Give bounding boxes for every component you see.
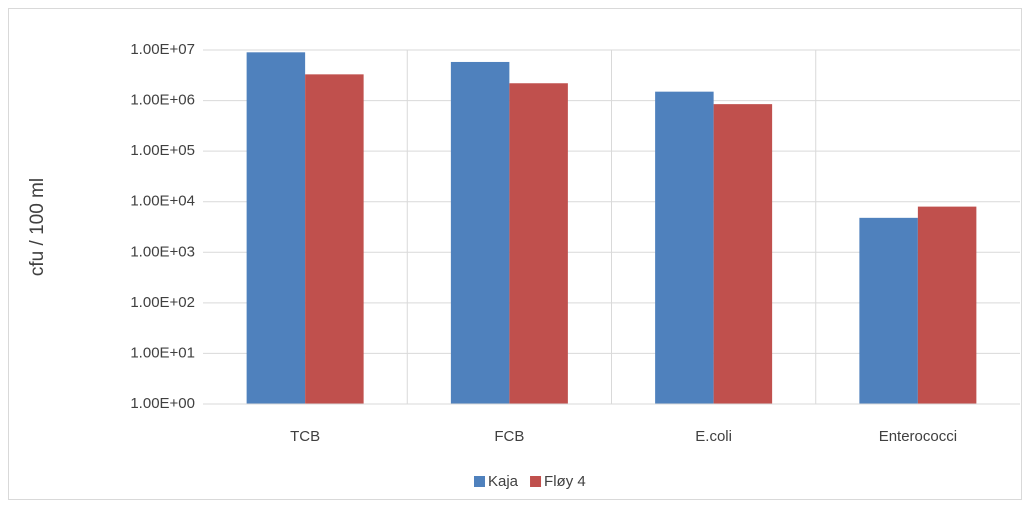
bar [917,206,977,404]
y-tick-label: 1.00E+00 [130,395,195,412]
y-tick-label: 1.00E+03 [130,243,195,260]
y-tick-label: 1.00E+05 [130,142,195,159]
y-tick-label: 1.00E+02 [130,294,195,311]
y-tick-label: 1.00E+04 [130,193,195,210]
x-tick-label: E.coli [695,428,732,445]
y-tick-label: 1.00E+06 [130,92,195,109]
bar [246,52,306,404]
x-tick-label: FCB [494,428,524,445]
y-tick-label: 1.00E+01 [130,344,195,361]
bar [305,74,364,405]
bar [713,104,773,405]
legend-swatch [530,476,542,487]
x-tick-label: Enterococci [879,428,957,445]
bar [859,217,918,404]
legend-swatch [474,476,485,487]
y-axis-label: cfu / 100 ml [27,178,48,276]
x-tick-label: TCB [290,428,320,445]
legend-label: Fløy 4 [544,473,586,490]
bar [450,61,510,405]
y-tick-label: 1.00E+07 [130,41,195,58]
bar [509,83,568,404]
bar [655,91,714,404]
legend-label: Kaja [488,473,519,490]
